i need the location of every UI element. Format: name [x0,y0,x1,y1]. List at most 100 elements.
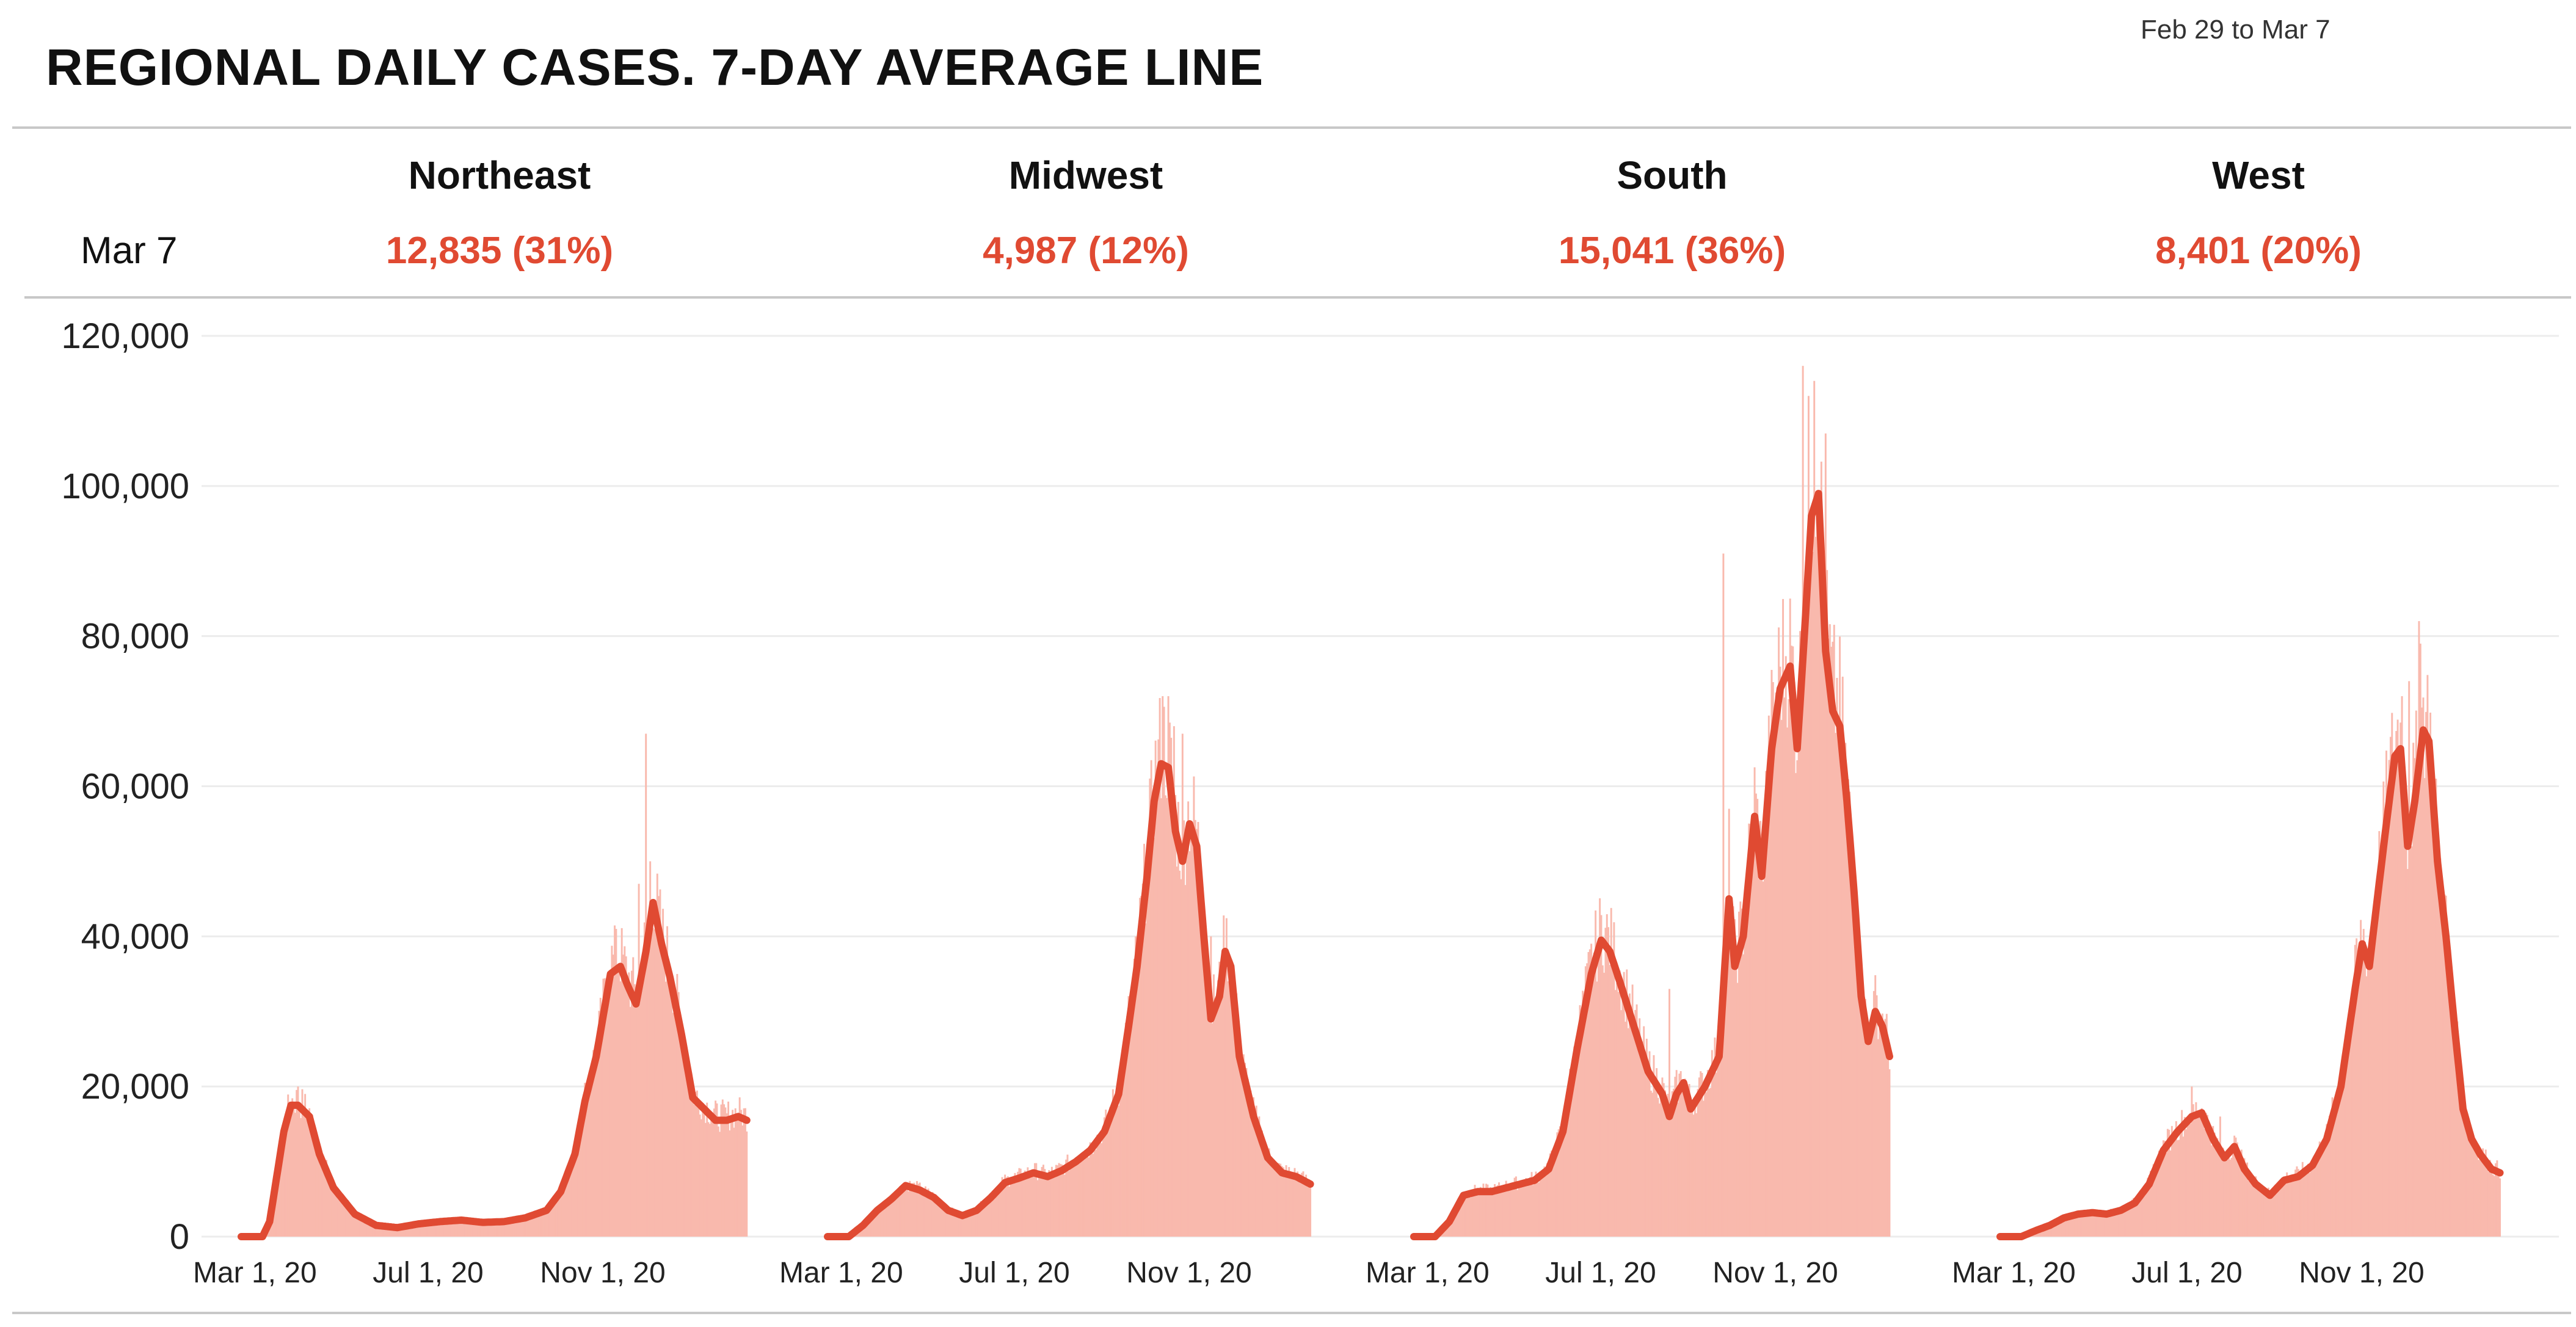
daily-cases-bar [571,1157,573,1237]
daily-cases-bar [652,928,654,1237]
daily-cases-bar [1742,954,1744,1237]
daily-cases-bar [1857,978,1860,1237]
daily-cases-bar [1258,1116,1261,1237]
daily-cases-bar [2060,1216,2062,1237]
daily-cases-bar [886,1199,889,1237]
bars-northeast [263,733,748,1237]
daily-cases-bar [2121,1207,2123,1237]
daily-cases-bar [1193,776,1195,1237]
daily-cases-bar [481,1220,484,1237]
daily-cases-bar [467,1220,470,1237]
daily-cases-bar [2300,1177,2302,1237]
daily-cases-bar [2265,1193,2267,1237]
daily-cases-bar [1261,1130,1263,1237]
daily-cases-bar [1653,1055,1655,1237]
daily-cases-bar [1853,918,1855,1237]
daily-cases-bar [1879,1013,1881,1237]
daily-cases-bar [2242,1166,2244,1237]
daily-cases-bar [2354,945,2356,1237]
daily-cases-bar [1234,1006,1236,1237]
daily-cases-bar [1678,1074,1681,1237]
daily-cases-bar [1595,910,1597,1237]
daily-cases-bar [866,1221,868,1237]
daily-cases-bar [2077,1212,2079,1237]
avg-line-west [1996,726,2504,1240]
daily-cases-bar [686,1060,688,1237]
daily-cases-bar [2209,1135,2211,1237]
daily-cases-bar [431,1222,433,1237]
daily-cases-bar [1780,719,1783,1237]
daily-cases-bar [1846,776,1848,1237]
daily-cases-bar [2294,1169,2297,1237]
daily-cases-bar [466,1218,468,1237]
daily-cases-bar [685,1067,687,1237]
daily-cases-bar [1001,1177,1003,1237]
daily-cases-bar [1211,1023,1213,1237]
daily-cases-bar [503,1221,505,1237]
daily-cases-bar [317,1146,319,1237]
daily-cases-bar [2108,1215,2111,1237]
daily-cases-bar [901,1193,904,1237]
daily-cases-bar [639,966,641,1237]
daily-cases-bar [2406,868,2409,1237]
daily-cases-bar [1786,727,1789,1237]
daily-cases-bar [2480,1158,2483,1237]
daily-cases-bar [2358,944,2360,1237]
daily-cases-bar [2408,681,2410,1237]
daily-cases-bar [413,1224,416,1237]
daily-cases-bar [1588,949,1591,1237]
daily-cases-bar [2122,1206,2125,1237]
daily-cases-bar [908,1191,910,1237]
daily-cases-bar [1103,1117,1105,1237]
daily-cases-bar [627,991,628,1237]
daily-cases-bar [746,1131,748,1237]
daily-cases-bar [2120,1208,2122,1237]
daily-cases-bar [298,1107,300,1237]
daily-cases-bar [1257,1119,1259,1237]
daily-cases-bar [308,1108,311,1237]
daily-cases-bar [2192,1104,2194,1237]
daily-cases-bar [615,929,617,1237]
daily-cases-bar [2164,1141,2166,1237]
daily-cases-bar [1871,1034,1874,1237]
daily-cases-bar [409,1226,412,1237]
daily-cases-bar [1482,1183,1485,1237]
daily-cases-bar [1704,1082,1706,1237]
daily-cases-bar [540,1209,542,1237]
daily-cases-bar [660,936,663,1237]
daily-cases-bar [452,1218,454,1237]
daily-cases-bar [307,1119,309,1237]
daily-cases-bar [966,1215,968,1237]
daily-cases-bar [2360,920,2362,1237]
daily-cases-bar [1228,958,1231,1237]
daily-cases-bar [1553,1160,1555,1237]
daily-cases-bar [2127,1203,2129,1237]
daily-cases-bar [1577,1047,1580,1237]
daily-cases-bar [1498,1182,1500,1237]
daily-cases-bar [2405,849,2407,1237]
daily-cases-bar [1469,1197,1472,1237]
daily-cases-bar [2114,1213,2116,1237]
daily-cases-bar [948,1212,951,1237]
daily-cases-bar [1187,801,1190,1237]
daily-cases-bar [1021,1179,1024,1237]
daily-cases-bar [1735,953,1737,1237]
daily-cases-bar [939,1202,941,1237]
daily-cases-bar [1515,1176,1517,1237]
daily-cases-bar [1689,1105,1692,1237]
region-name-south: South [1617,153,1728,197]
daily-cases-bar [1271,1163,1273,1237]
y-tick-label: 120,000 [61,316,189,356]
daily-cases-bar [653,929,656,1237]
daily-cases-bar [934,1194,937,1237]
daily-cases-bar [1761,834,1763,1237]
daily-cases-bar [1746,900,1748,1237]
daily-cases-bar [340,1192,342,1237]
daily-cases-bar [2174,1140,2176,1237]
daily-cases-bar [716,1103,718,1237]
daily-cases-bar [547,1204,549,1237]
daily-cases-bar [2280,1179,2282,1237]
daily-cases-bar [2064,1218,2067,1237]
daily-cases-bar [618,970,620,1237]
daily-cases-bar [1451,1218,1454,1237]
